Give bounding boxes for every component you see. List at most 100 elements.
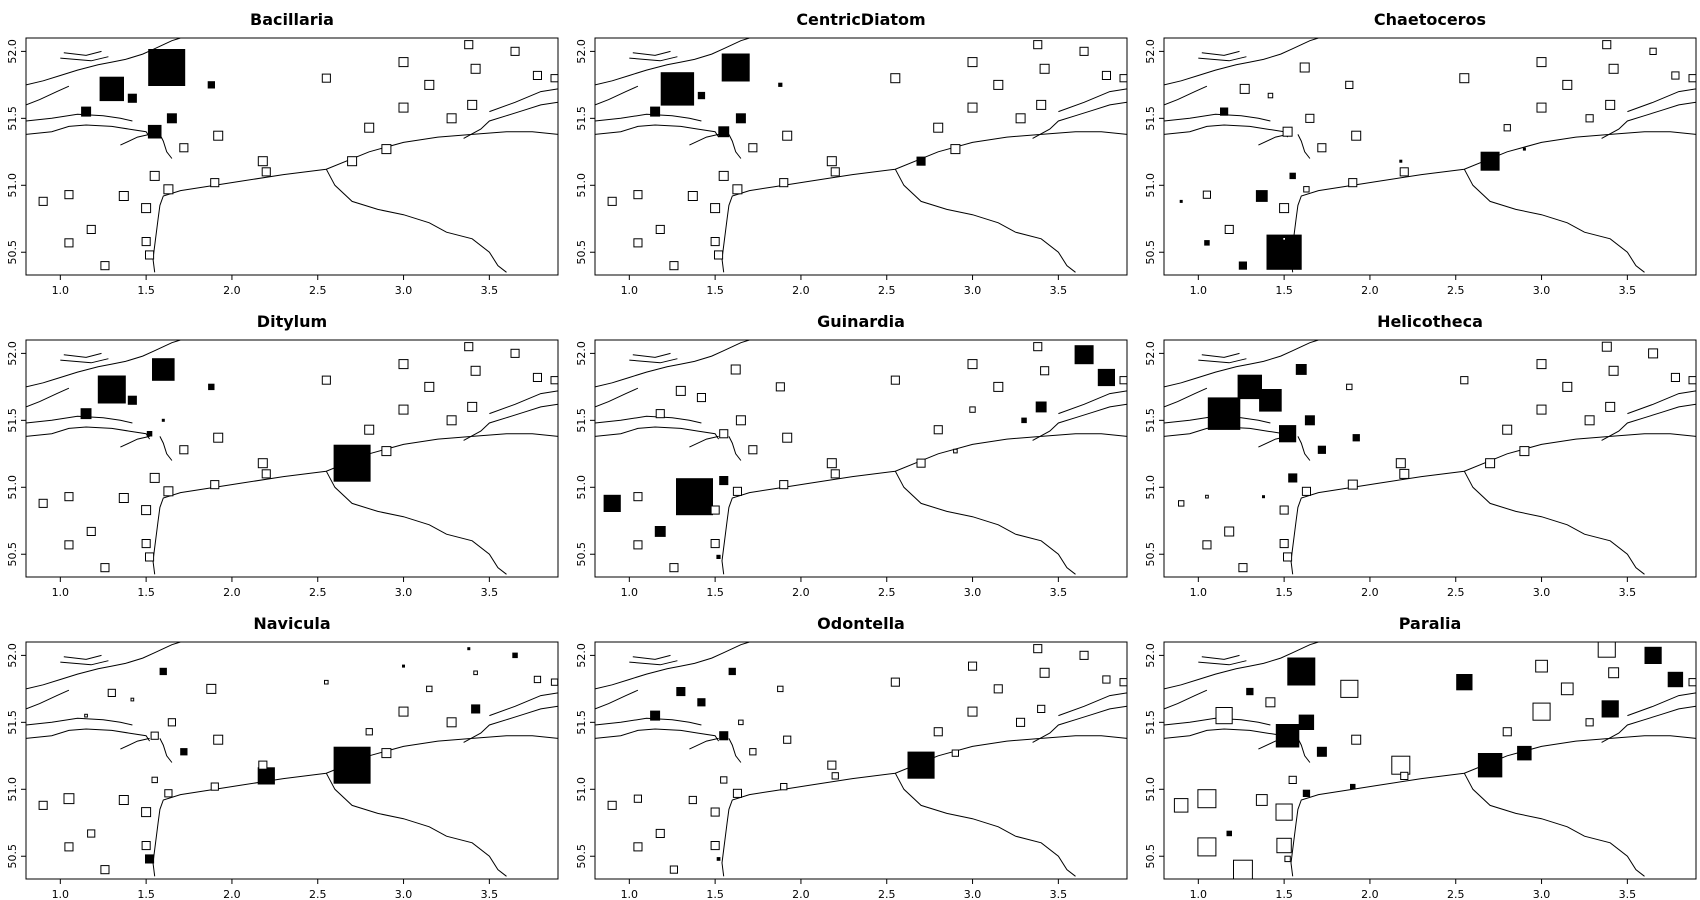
open-square-marker	[141, 841, 151, 851]
open-square-marker	[1215, 707, 1233, 725]
open-square-marker	[141, 237, 151, 247]
open-square-marker	[398, 404, 409, 415]
coastline-path	[1201, 50, 1240, 56]
filled-square-marker	[1287, 657, 1316, 686]
y-tick-label: 50.5	[6, 542, 19, 567]
open-square-marker	[1119, 678, 1127, 687]
filled-square-marker	[676, 687, 686, 697]
filled-square-marker	[1238, 261, 1248, 270]
open-square-marker	[1037, 704, 1046, 713]
x-tick-label: 3.0	[1533, 888, 1551, 900]
open-square-marker	[710, 237, 720, 247]
x-tick-label: 3.0	[964, 284, 982, 297]
open-square-marker	[1283, 552, 1293, 562]
open-square-marker	[1602, 40, 1612, 50]
filled-square-marker	[1316, 746, 1327, 757]
coastline-path	[1297, 134, 1311, 159]
open-square-marker	[1040, 366, 1050, 376]
x-tick-label: 2.0	[792, 888, 810, 900]
open-square-marker	[655, 409, 665, 419]
open-square-marker	[967, 706, 978, 717]
filled-square-marker	[333, 746, 371, 784]
open-square-marker	[1535, 659, 1548, 673]
plot-frame	[594, 37, 1128, 276]
open-square-marker	[1519, 446, 1530, 457]
x-tick-label: 3.0	[395, 888, 413, 900]
filled-square-marker	[147, 124, 162, 139]
coastline-path	[26, 38, 181, 86]
open-square-marker	[735, 415, 746, 426]
open-square-marker	[141, 505, 152, 516]
open-square-marker	[261, 469, 271, 479]
x-tick-label: 3.0	[964, 888, 982, 900]
coastline-path	[1463, 168, 1645, 273]
open-square-marker	[967, 57, 978, 68]
filled-square-marker	[676, 478, 713, 516]
filled-square-marker	[778, 82, 783, 87]
open-square-marker	[1102, 675, 1111, 684]
coastline-path	[689, 133, 719, 146]
coastline-path	[26, 415, 133, 424]
x-tick-label: 2.0	[223, 888, 241, 900]
open-square-marker	[550, 376, 558, 385]
x-tick-label: 2.0	[223, 284, 241, 297]
coastline-path	[159, 134, 173, 159]
open-square-marker	[364, 424, 375, 435]
open-square-marker	[1608, 667, 1620, 679]
open-square-marker	[1688, 678, 1696, 687]
open-square-marker	[1503, 124, 1511, 132]
y-tick-label: 51.0	[1144, 173, 1157, 198]
filled-square-marker	[1275, 724, 1300, 748]
open-square-marker	[398, 706, 409, 717]
open-square-marker	[1560, 682, 1574, 696]
open-square-marker	[1608, 63, 1619, 74]
coastline-path	[63, 654, 102, 660]
open-square-marker	[1033, 644, 1043, 654]
open-square-marker	[1079, 46, 1089, 56]
filled-square-marker	[719, 476, 729, 486]
data-points	[38, 342, 558, 573]
open-square-marker	[38, 800, 48, 810]
open-square-marker	[86, 224, 96, 234]
coastline-path	[1297, 436, 1311, 461]
open-square-marker	[381, 748, 392, 759]
open-square-marker	[210, 782, 219, 791]
open-square-marker	[1276, 837, 1292, 854]
open-square-marker	[1173, 798, 1189, 813]
coastline	[1164, 38, 1696, 273]
coastline-path	[721, 433, 1127, 575]
x-tick-label: 1.5	[1275, 284, 1293, 297]
filled-square-marker	[1399, 159, 1403, 163]
open-square-marker	[968, 661, 978, 671]
open-square-marker	[675, 385, 686, 396]
open-square-marker	[118, 795, 129, 805]
open-square-marker	[213, 734, 224, 745]
open-square-marker	[1400, 771, 1409, 780]
open-square-marker	[470, 365, 481, 376]
filled-square-marker	[180, 748, 188, 756]
open-square-marker	[1279, 539, 1289, 549]
open-square-marker	[782, 130, 793, 141]
data-points	[607, 644, 1127, 874]
coastline-path	[1164, 387, 1208, 408]
coastline-path	[325, 470, 507, 575]
coastline-path	[1627, 390, 1696, 415]
filled-square-marker	[1352, 434, 1360, 442]
open-square-marker	[1317, 143, 1327, 153]
x-tick-label: 3.5	[1619, 586, 1637, 599]
open-square-marker	[1079, 650, 1089, 660]
y-tick-label: 52.0	[6, 643, 19, 668]
filled-square-marker	[716, 857, 721, 861]
coastline-path	[629, 358, 678, 364]
coastline-path	[152, 433, 558, 575]
open-square-marker	[446, 113, 457, 124]
y-tick-label: 51.5	[575, 710, 588, 735]
open-square-marker	[130, 697, 135, 702]
open-square-marker	[1238, 563, 1248, 573]
filled-square-marker	[1317, 445, 1327, 454]
panel-title: Bacillaria	[250, 10, 334, 29]
open-square-marker	[1345, 80, 1354, 90]
open-square-marker	[464, 40, 474, 50]
filled-square-marker	[735, 113, 746, 124]
open-square-marker	[210, 178, 220, 188]
